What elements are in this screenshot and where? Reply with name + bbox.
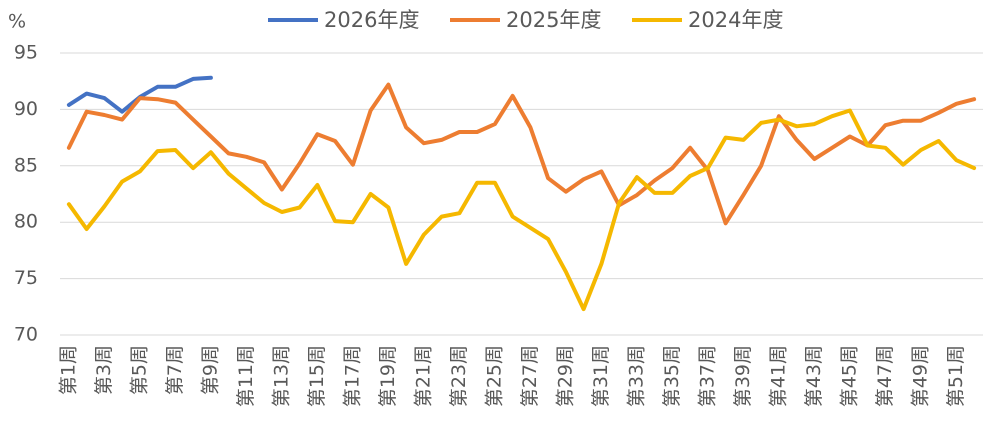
x-tick-label: 第15周 <box>306 345 328 407</box>
line-series <box>66 82 977 226</box>
x-tick-label: 第35周 <box>661 345 683 407</box>
x-tick-label: 第29周 <box>554 345 576 407</box>
x-tick-label: 第39周 <box>732 345 754 407</box>
legend-label: 2026年度 <box>324 8 419 32</box>
x-tick-label: 第25周 <box>483 345 505 407</box>
x-tick-label: 第51周 <box>945 345 967 407</box>
x-tick-label: 第41周 <box>767 345 789 407</box>
y-tick-label: 95 <box>14 42 38 64</box>
x-tick-label: 第7周 <box>164 345 186 395</box>
x-tick-label: 第9周 <box>199 345 221 395</box>
y-axis-label: % <box>8 11 26 33</box>
line-series <box>66 108 977 312</box>
x-tick-label: 第27周 <box>519 345 541 407</box>
x-tick-label: 第13周 <box>270 345 292 407</box>
line-series <box>66 75 213 114</box>
x-tick-label: 第21周 <box>412 345 434 407</box>
x-tick-label: 第11周 <box>235 345 257 407</box>
x-tick-label: 第37周 <box>696 345 718 407</box>
legend-label: 2025年度 <box>506 8 601 32</box>
x-tick-label: 第43周 <box>803 345 825 407</box>
y-tick-label: 85 <box>14 154 38 176</box>
x-tick-label: 第23周 <box>448 345 470 407</box>
x-tick-label: 第19周 <box>377 345 399 407</box>
x-tick-label: 第49周 <box>909 345 931 407</box>
y-tick-label: 80 <box>14 211 38 233</box>
x-tick-label: 第3周 <box>93 345 115 395</box>
y-tick-label: 70 <box>14 324 38 346</box>
y-tick-label: 90 <box>14 98 38 120</box>
x-tick-label: 第33周 <box>625 345 647 407</box>
x-tick-label: 第47周 <box>874 345 896 407</box>
legend-label: 2024年度 <box>688 8 783 32</box>
x-tick-label: 第5周 <box>128 345 150 395</box>
x-tick-label: 第1周 <box>57 345 79 395</box>
x-tick-label: 第45周 <box>838 345 860 407</box>
x-tick-label: 第17周 <box>341 345 363 407</box>
x-tick-label: 第31周 <box>590 345 612 407</box>
y-tick-label: 75 <box>14 267 38 289</box>
